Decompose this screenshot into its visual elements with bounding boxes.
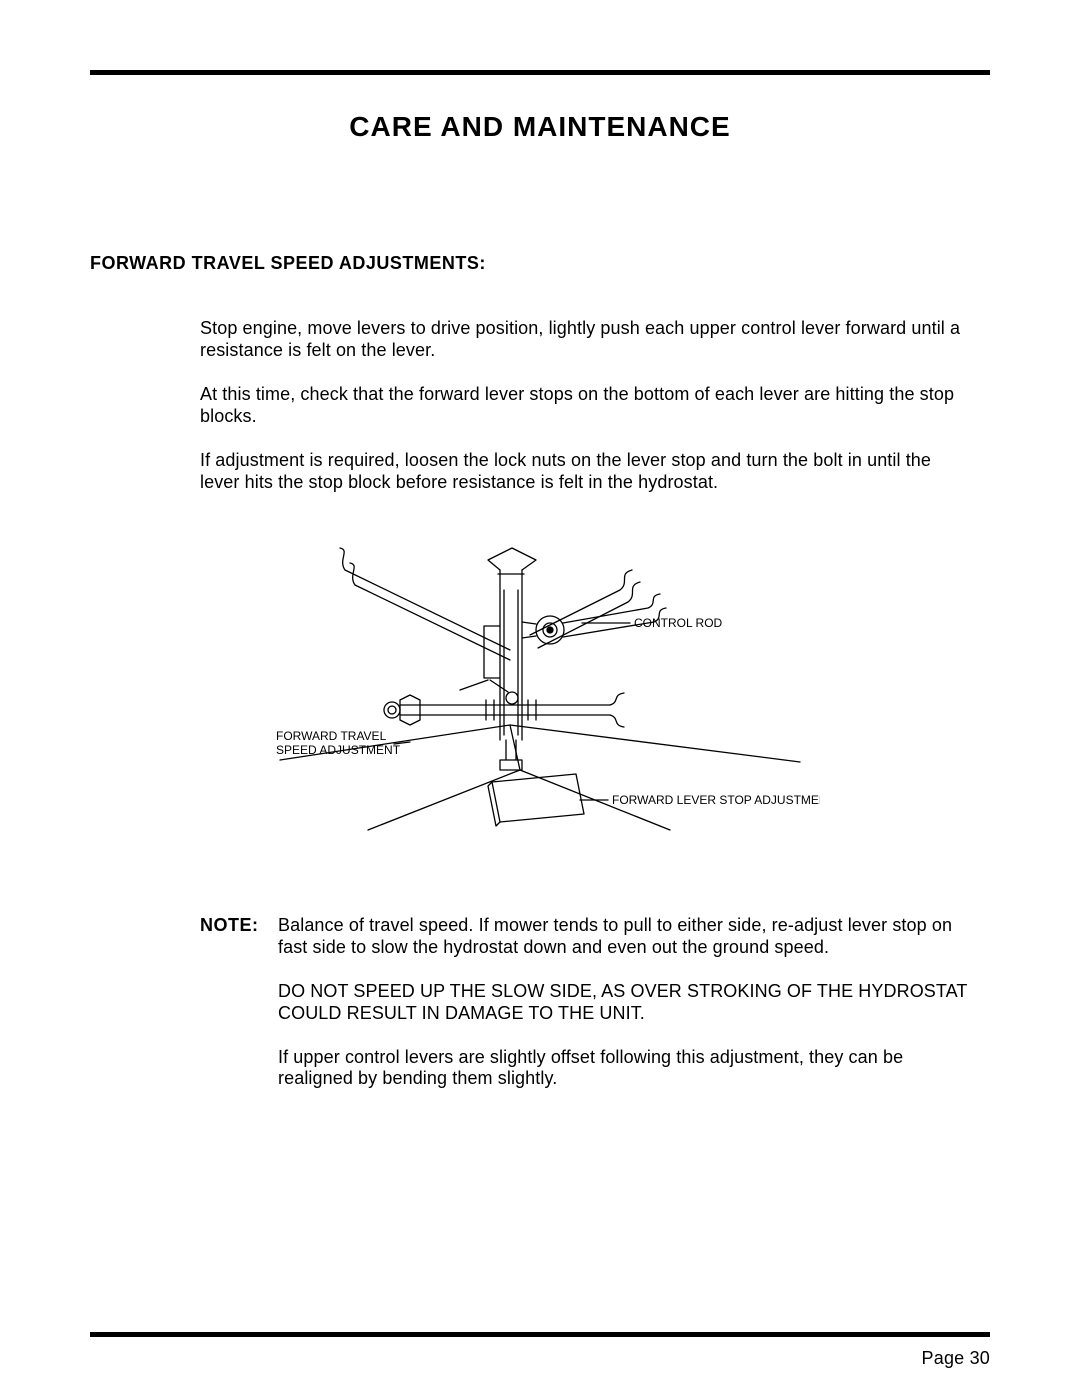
note-label: NOTE: xyxy=(200,915,278,1113)
figure-label-fwd-lever-stop: FORWARD LEVER STOP ADJUSTMENT xyxy=(612,793,820,807)
body-text: Stop engine, move levers to drive positi… xyxy=(200,318,970,494)
figure: CONTROL ROD FORWARD TRAVEL SPEED ADJUSTM… xyxy=(90,530,990,855)
section-subhead: FORWARD TRAVEL SPEED ADJUSTMENTS: xyxy=(90,253,990,274)
mechanical-diagram: CONTROL ROD FORWARD TRAVEL SPEED ADJUSTM… xyxy=(260,530,820,850)
paragraph: Stop engine, move levers to drive positi… xyxy=(200,318,970,362)
page-number: Page 30 xyxy=(922,1348,990,1369)
figure-label-fwd-travel-2: SPEED ADJUSTMENT xyxy=(276,743,401,757)
paragraph: At this time, check that the forward lev… xyxy=(200,384,970,428)
note-block: NOTE: Balance of travel speed. If mower … xyxy=(200,915,970,1113)
note-paragraph: DO NOT SPEED UP THE SLOW SIDE, AS OVER S… xyxy=(278,981,970,1025)
note-paragraph: If upper control levers are slightly off… xyxy=(278,1047,970,1091)
figure-label-control-rod: CONTROL ROD xyxy=(634,616,723,630)
document-page: CARE AND MAINTENANCE FORWARD TRAVEL SPEE… xyxy=(0,0,1080,1397)
note-body: Balance of travel speed. If mower tends … xyxy=(278,915,970,1113)
page-title: CARE AND MAINTENANCE xyxy=(90,111,990,143)
note-paragraph: Balance of travel speed. If mower tends … xyxy=(278,915,970,959)
paragraph: If adjustment is required, loosen the lo… xyxy=(200,450,970,494)
bottom-rule xyxy=(90,1332,990,1337)
figure-label-fwd-travel-1: FORWARD TRAVEL xyxy=(276,729,387,743)
top-rule xyxy=(90,70,990,75)
